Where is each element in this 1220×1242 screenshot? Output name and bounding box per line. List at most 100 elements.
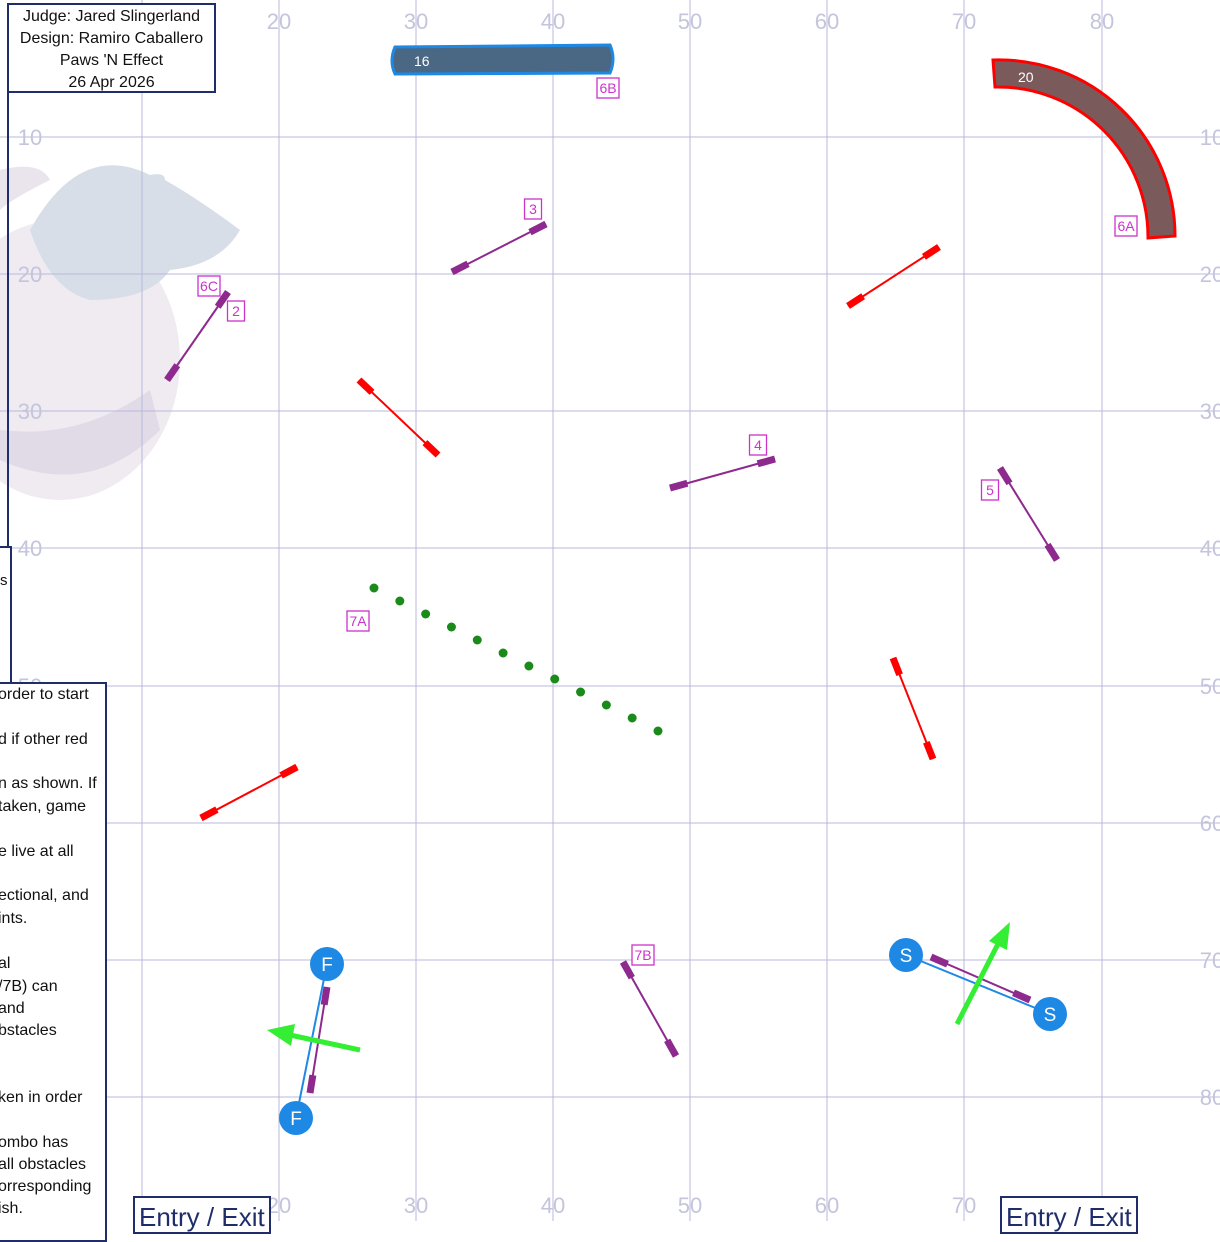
svg-text:5: 5 [986, 482, 994, 498]
weave-pole [472, 635, 482, 645]
rule-text: ombo has [0, 1134, 69, 1151]
jump-wing [889, 656, 903, 677]
x-tick-label-bottom: 30 [404, 1193, 428, 1218]
jump-wing [199, 806, 219, 822]
tunnel-20-number: 20 [1018, 69, 1034, 85]
weave-pole [421, 609, 431, 619]
finish-label-1: F [321, 955, 333, 976]
jump-wing [306, 1074, 317, 1094]
start-marker-2 [1033, 997, 1067, 1031]
x-tick-label-top: 50 [678, 9, 702, 34]
weave-pole [550, 674, 560, 684]
red-jump [889, 656, 937, 761]
jumps [164, 220, 1060, 1094]
obstacle-tag-3: 3 [523, 198, 543, 220]
weave-pole [653, 726, 663, 736]
x-tick-label-bottom: 40 [541, 1193, 565, 1218]
finish-marker-1 [310, 947, 344, 981]
rule-text: ectional, and [0, 887, 89, 904]
weave-pole [395, 596, 405, 606]
jump-wing [921, 244, 941, 260]
jump-wing [669, 479, 689, 492]
rule-text: all obstacles [0, 1156, 87, 1173]
rule-text: orresponding [0, 1178, 92, 1195]
jump-wing [1012, 989, 1032, 1004]
obstacle-tag-5: 5 [980, 479, 1000, 501]
x-tick-label-top: 80 [1090, 9, 1114, 34]
x-tick-label-top: 40 [541, 9, 565, 34]
svg-text:6C: 6C [200, 278, 218, 294]
club-name: Paws 'N Effect [59, 52, 164, 69]
rules-panel: order to start d if other red n as shown… [0, 682, 107, 1242]
x-tick-label-bottom: 60 [815, 1193, 839, 1218]
entry-exit-left: Entry / Exit [133, 1196, 271, 1234]
rule-text: order to start [0, 686, 89, 703]
judge-name: Judge: Jared Slingerland [22, 8, 200, 25]
y-tick-label-right: 20 [1200, 262, 1220, 287]
rule-text: and [0, 1000, 25, 1017]
jump-wing [664, 1038, 680, 1058]
obstacle-tags: 6B 6A 3 6C 2 4 5 7A 7B [197, 77, 1138, 966]
y-tick-label-right: 70 [1200, 948, 1220, 973]
start-direction-arrow [954, 922, 1010, 1026]
jump-wing [356, 377, 375, 395]
rule-text: ints. [0, 910, 28, 927]
club-logo-watermark [0, 165, 240, 500]
jump-wing [450, 260, 470, 276]
jump-wing [422, 440, 441, 458]
jump-wing [756, 455, 776, 468]
finish-marker-2 [279, 1101, 313, 1135]
red-jump [846, 244, 941, 309]
rule-text: bstacles [0, 1022, 57, 1039]
x-tick-label-bottom: 20 [267, 1193, 291, 1218]
x-tick-label-top: 70 [952, 9, 976, 34]
rule-text: d if other red [0, 731, 88, 748]
weave-pole [498, 648, 508, 658]
jump-wing [1044, 542, 1060, 562]
rule-text: al [0, 955, 11, 972]
side-note-panel: s [0, 546, 12, 690]
weave-pole [601, 700, 611, 710]
jump-wing [929, 953, 949, 968]
jump-3 [450, 220, 548, 276]
y-tick-label-right: 60 [1200, 811, 1220, 836]
jump-wing [528, 220, 548, 236]
jump-wing [320, 986, 331, 1006]
tunnel-16-number: 16 [414, 53, 430, 69]
weave-pole [627, 713, 637, 723]
x-tick-label-top: 30 [404, 9, 428, 34]
red-jump [356, 377, 441, 458]
designer-name: Design: Ramiro Caballero [19, 30, 204, 47]
svg-text:7A: 7A [349, 613, 367, 629]
left-frame-line [7, 93, 9, 548]
jump-wing [923, 740, 937, 761]
svg-text:6A: 6A [1117, 218, 1135, 234]
jump-wing [846, 293, 866, 309]
red-jump [199, 763, 299, 822]
obstacle-tag-7a: 7A [346, 610, 370, 632]
obstacle-tag-4: 4 [748, 434, 768, 456]
obstacle-tag-6b: 6B [596, 77, 620, 99]
finish-direction-arrow [267, 1024, 361, 1053]
tunnel-20: 20 [991, 58, 1177, 240]
entry-exit-right: Entry / Exit [1000, 1196, 1138, 1234]
obstacle-tag-7b: 7B [631, 944, 655, 966]
obstacle-tag-6c: 6C [197, 275, 221, 297]
jump-5 [997, 466, 1060, 562]
obstacle-tag-6a: 6A [1114, 215, 1138, 237]
svg-text:4: 4 [754, 437, 762, 453]
axis-tick-labels: 20 30 40 50 60 70 80 20 30 40 50 60 70 10 10 20 20 30 30 40… [18, 9, 1220, 1218]
rule-text: ken in order [0, 1089, 83, 1106]
jump-4 [669, 455, 776, 492]
y-tick-label-right: 50 [1200, 674, 1220, 699]
finish-label-2: F [290, 1109, 302, 1130]
weave-poles [369, 583, 663, 736]
y-tick-label-left: 30 [18, 399, 42, 424]
jump-wing [619, 960, 635, 980]
weave-pole [369, 583, 379, 593]
start-label-2: S [1044, 1005, 1057, 1026]
y-tick-label-left: 40 [18, 536, 42, 561]
svg-text:2: 2 [232, 303, 240, 319]
x-tick-label-top: 60 [815, 9, 839, 34]
